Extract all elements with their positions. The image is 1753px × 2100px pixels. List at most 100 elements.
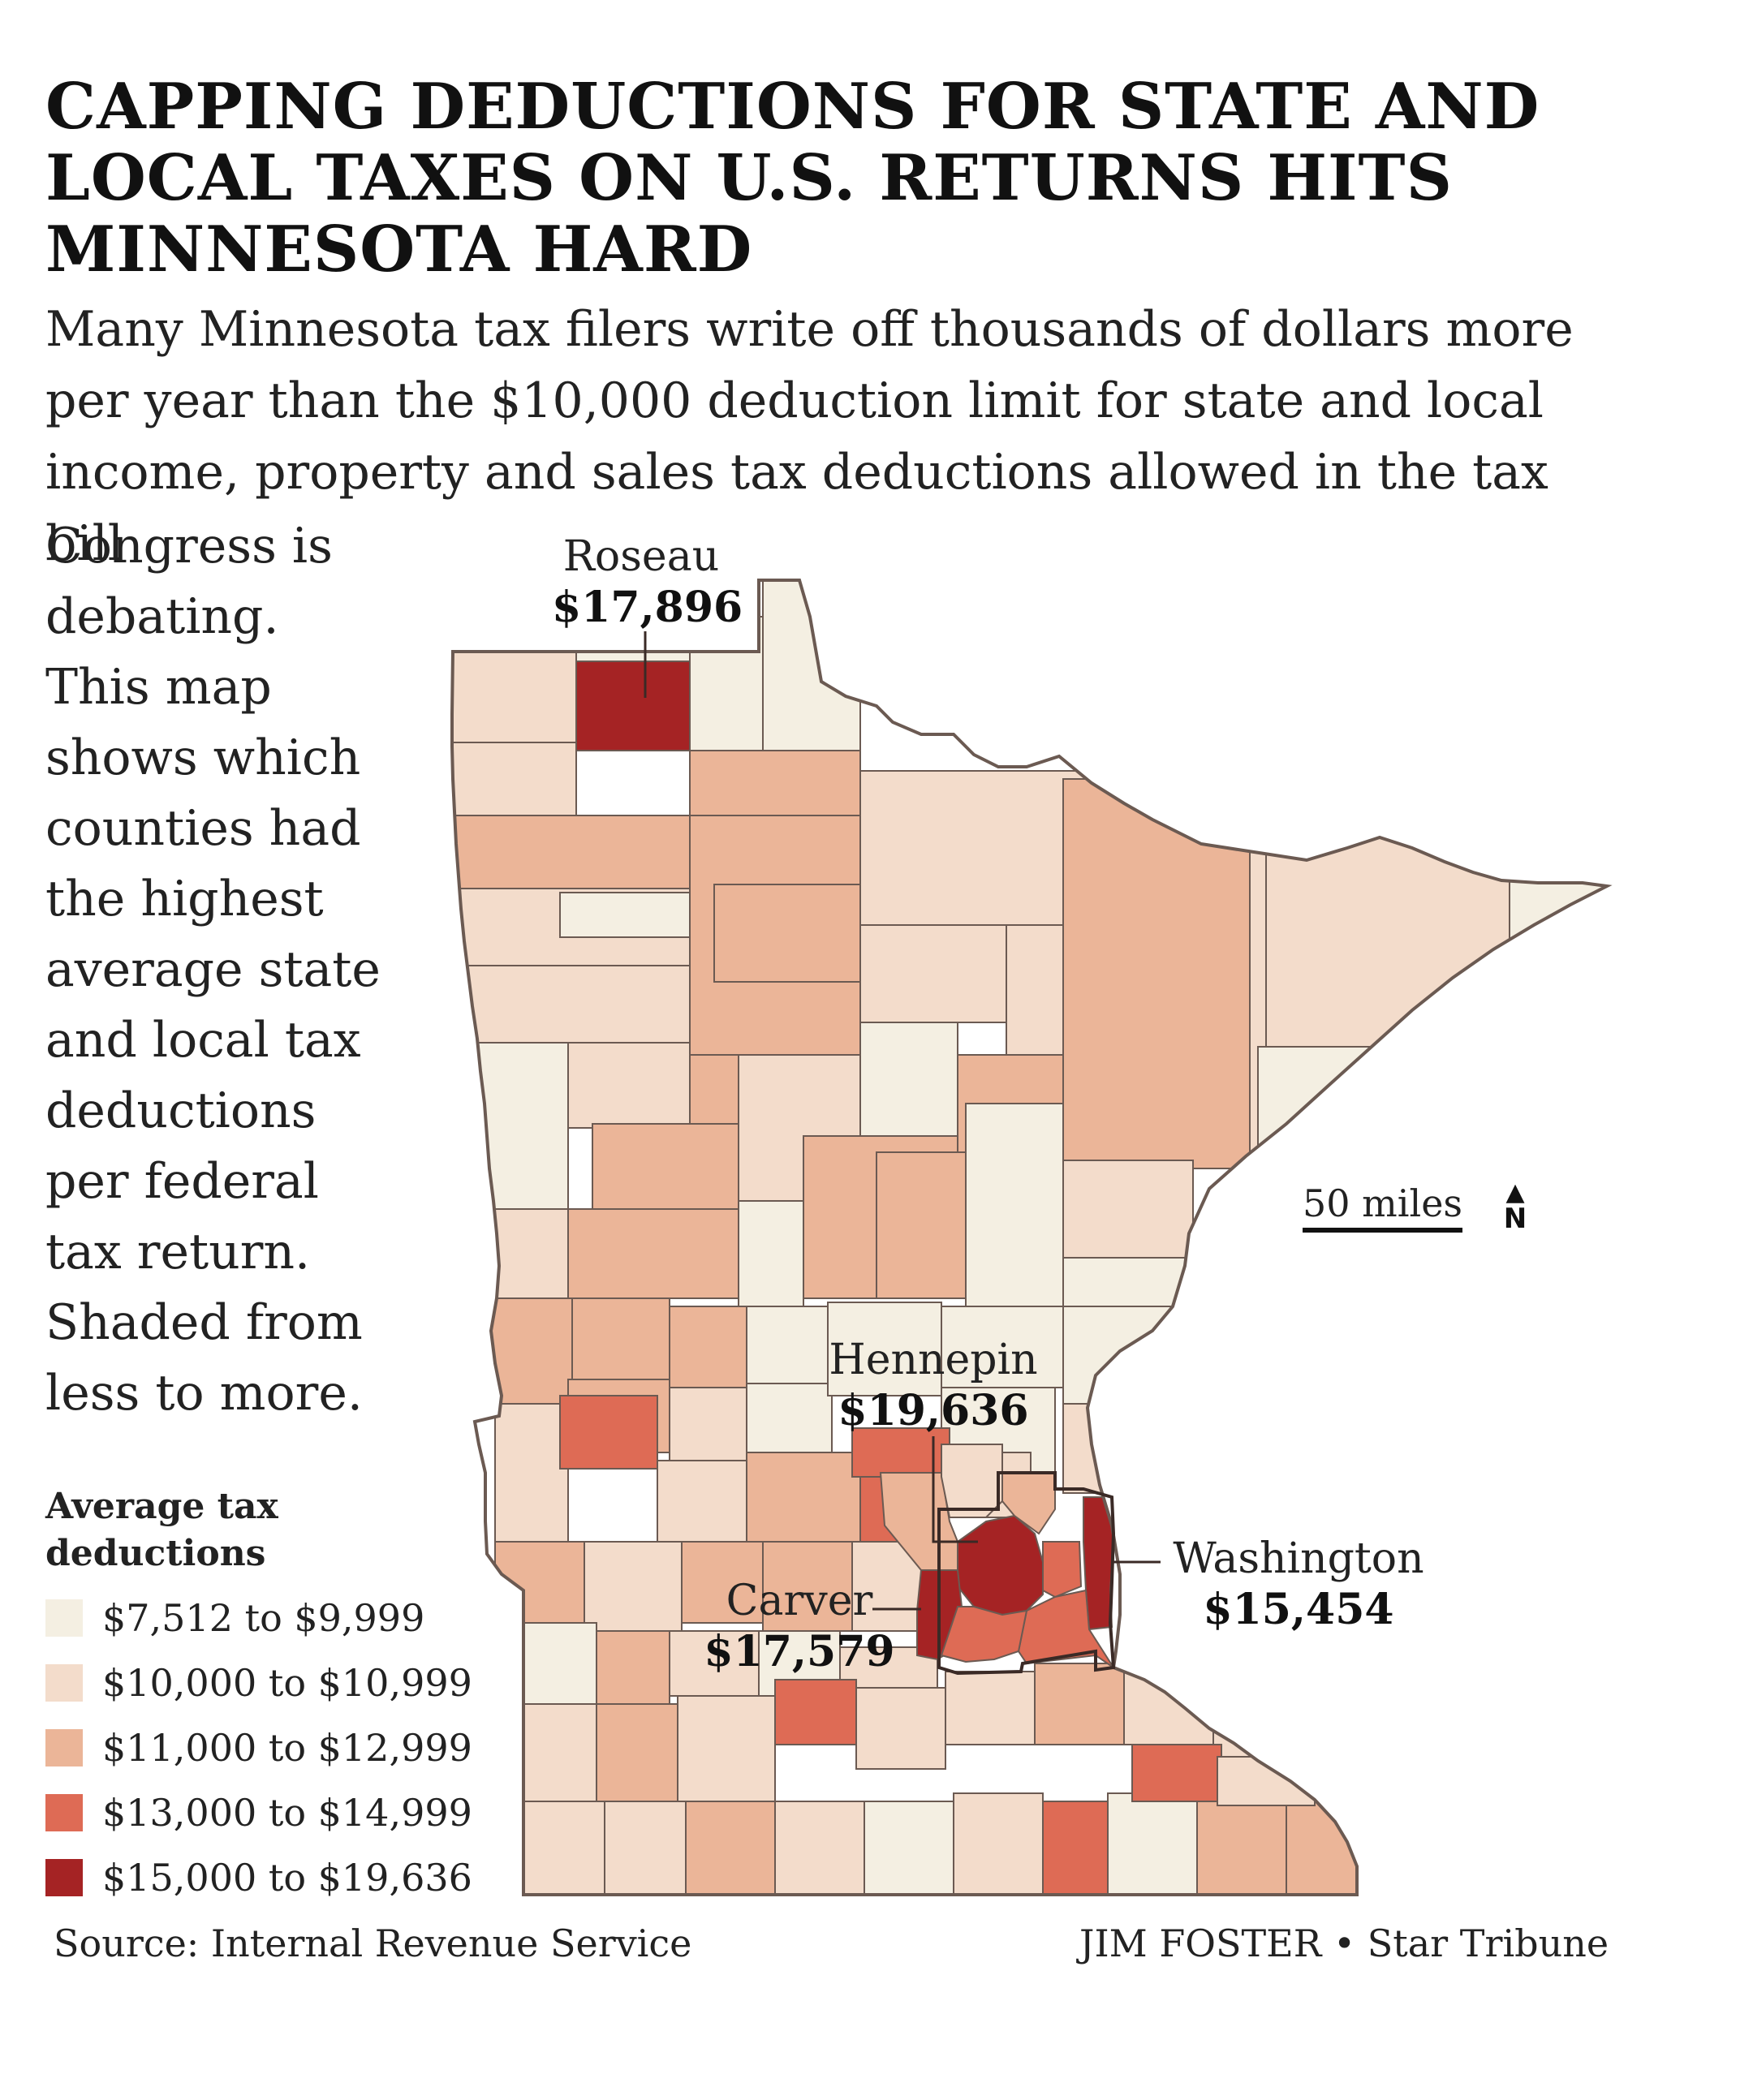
county xyxy=(452,965,691,1044)
legend-item: $13,000 to $14,999 xyxy=(45,1780,500,1845)
callout-leaders xyxy=(644,631,1161,1611)
legend: Average tax deductions $7,512 to $9,999 $… xyxy=(45,1483,500,1910)
callout-carver-value: $17,579 xyxy=(704,1627,895,1676)
county xyxy=(452,815,691,893)
county-sherburne xyxy=(941,1444,1003,1518)
legend-swatch xyxy=(45,1729,83,1766)
county xyxy=(945,1671,1036,1745)
legend-label: $15,000 to $19,636 xyxy=(102,1856,472,1900)
county xyxy=(746,1383,833,1461)
county xyxy=(596,1703,678,1802)
county xyxy=(876,1151,967,1299)
legend-swatch xyxy=(45,1859,83,1896)
callout-washington: Washington $15,454 xyxy=(1152,1534,1445,1636)
county xyxy=(452,1042,569,1214)
county xyxy=(855,1687,946,1770)
legend-swatch xyxy=(45,1794,83,1831)
callout-carver-name: Carver xyxy=(726,1577,873,1625)
county xyxy=(746,1306,829,1384)
map-title: CAPPING DEDUCTIONS FOR STATE AND LOCAL T… xyxy=(45,70,1540,286)
intro-text: Many Minnesota tax filers write off thou… xyxy=(45,301,1574,572)
county xyxy=(1107,1792,1198,1895)
county xyxy=(774,1801,865,1895)
callout-hennepin-value: $19,636 xyxy=(838,1386,1029,1435)
county xyxy=(713,884,861,983)
scale-bar: 50 miles ▲ N xyxy=(1303,1181,1527,1233)
legend-label: $10,000 to $10,999 xyxy=(102,1661,472,1705)
county xyxy=(1111,1452,1161,1502)
county xyxy=(669,1630,760,1697)
county xyxy=(762,580,861,772)
legend-label: $11,000 to $12,999 xyxy=(102,1726,472,1770)
metro-outline xyxy=(937,1471,1116,1676)
north-label: N xyxy=(1503,1203,1527,1235)
county xyxy=(596,1630,670,1705)
county xyxy=(669,1306,747,1388)
county xyxy=(1123,1671,1214,1745)
county xyxy=(762,1541,853,1632)
county xyxy=(859,1022,958,1137)
legend-label: $13,000 to $14,999 xyxy=(102,1791,472,1835)
legend-title: Average tax deductions xyxy=(45,1486,278,1574)
county xyxy=(1042,1801,1109,1895)
county xyxy=(452,648,577,747)
scale-label: 50 miles xyxy=(1303,1181,1463,1233)
county xyxy=(1265,835,1510,1048)
county xyxy=(965,1103,1064,1307)
county xyxy=(1131,1744,1222,1802)
county-scott xyxy=(940,1606,1028,1663)
county xyxy=(567,1208,739,1299)
county-ramsey xyxy=(1042,1541,1083,1599)
county xyxy=(746,1452,861,1543)
county xyxy=(953,1792,1044,1895)
callout-roseau-value: $17,896 xyxy=(552,583,743,632)
county xyxy=(571,1297,670,1388)
county xyxy=(494,1541,585,1624)
county xyxy=(685,1801,776,1895)
county xyxy=(474,1297,573,1405)
county xyxy=(1062,1160,1194,1259)
county xyxy=(689,616,764,751)
intro-column-text: Congress is debating. This map shows whi… xyxy=(45,518,381,1422)
legend-label: $7,512 to $9,999 xyxy=(102,1596,425,1640)
legend-swatch xyxy=(45,1664,83,1702)
callout-washington-value: $15,454 xyxy=(1203,1585,1394,1634)
county xyxy=(738,1200,804,1307)
county xyxy=(494,1403,569,1543)
callout-hennepin-name: Hennepin xyxy=(829,1336,1038,1384)
county xyxy=(1062,1306,1186,1413)
callout-roseau-name: Roseau xyxy=(562,532,720,581)
county xyxy=(604,1801,687,1895)
county xyxy=(1062,778,1259,1169)
county xyxy=(669,1387,747,1461)
callout-carver: Carver $17,579 xyxy=(698,1576,901,1678)
north-arrow-icon: ▲ N xyxy=(1499,1181,1531,1233)
county xyxy=(1111,1403,1169,1453)
legend-item: $15,000 to $19,636 xyxy=(45,1845,500,1910)
county xyxy=(452,742,577,820)
county xyxy=(681,1541,764,1624)
county xyxy=(559,892,691,938)
legend-swatch xyxy=(45,1599,83,1637)
county xyxy=(774,1679,857,1745)
county-hennepin xyxy=(957,1514,1044,1616)
county xyxy=(567,1042,691,1129)
county xyxy=(864,1801,954,1895)
county xyxy=(523,1703,597,1802)
county xyxy=(523,1801,605,1895)
county xyxy=(559,1395,658,1470)
legend-item: $10,000 to $10,999 xyxy=(45,1650,500,1715)
county xyxy=(1034,1663,1125,1745)
county xyxy=(677,1695,776,1802)
source-note: Source: Internal Revenue Service xyxy=(54,1921,692,1965)
county xyxy=(1257,1046,1380,1194)
county xyxy=(523,1622,597,1705)
credit-line: JIM FOSTER • Star Tribune xyxy=(1079,1921,1609,1965)
callout-hennepin: Hennepin $19,636 xyxy=(803,1335,1063,1437)
county xyxy=(584,1541,683,1632)
county xyxy=(859,924,1007,1023)
county xyxy=(657,1460,756,1543)
legend-item: $11,000 to $12,999 xyxy=(45,1715,500,1780)
county xyxy=(592,1123,739,1214)
